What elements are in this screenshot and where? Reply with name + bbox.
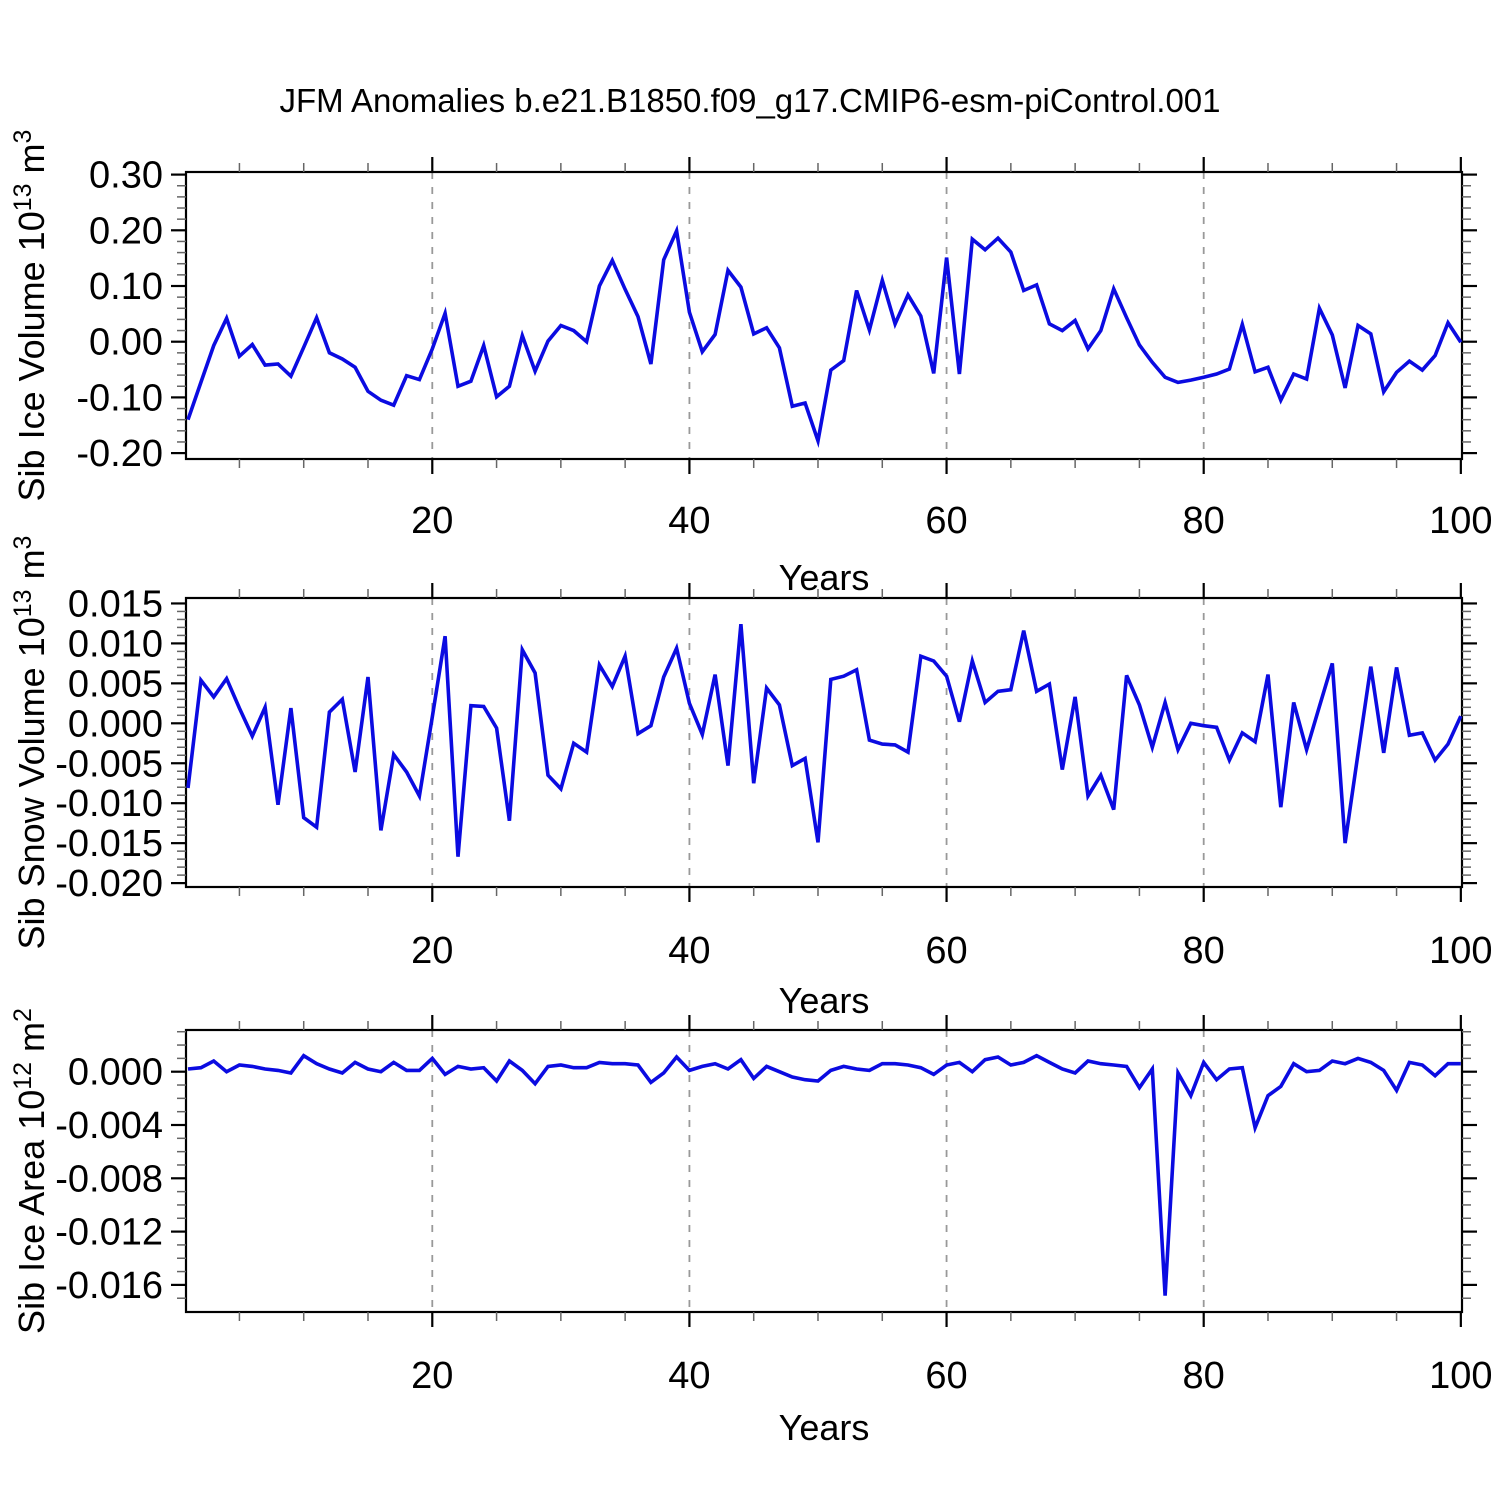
panel-1-xtick-label: 80 [1183, 500, 1225, 542]
panel-3-frame [184, 1028, 1464, 1314]
panel-1-ytick-label: 0.10 [89, 266, 163, 308]
panel-2-ytick-label: 0.000 [68, 703, 163, 745]
panel-3: 0.000 -0.004 -0.008 -0.012 -0.016 20 40 60 80 100… [9, 1008, 1493, 1448]
panel-2-ytick-label: -0.010 [55, 783, 163, 825]
panel-3-xtick-label: 20 [411, 1355, 453, 1397]
panel-1: 0.30 0.20 0.10 0.00 -0.10 -0.20 20 40 60 80 100 Yea… [9, 130, 1493, 598]
panel-2-ytick-label: -0.005 [55, 743, 163, 785]
panel-2-ytick-label: 0.010 [68, 623, 163, 665]
panel-1-frame [184, 170, 1464, 461]
panel-2-xtick-label: 100 [1429, 930, 1492, 972]
panel-3-xtick-label: 100 [1429, 1355, 1492, 1397]
panel-2-ticks [171, 583, 1477, 902]
panel-1-ytick-label: -0.20 [76, 433, 163, 475]
panel-2-ytick-label: -0.020 [55, 863, 163, 905]
panel-3-xtick-label: 60 [925, 1355, 967, 1397]
panel-3-ytick-label: -0.008 [55, 1158, 163, 1200]
panel-2-xtick-label: 40 [668, 930, 710, 972]
panel-1-xtick-label: 20 [411, 500, 453, 542]
panel-2-ytick-label: -0.015 [55, 823, 163, 865]
panel-2-yaxis-title: Sib Snow Volume 1013 m3 [9, 536, 52, 950]
panel-1-xaxis-title: Years [779, 557, 870, 598]
panel-1-yaxis-title: Sib Ice Volume 1013 m3 [9, 130, 52, 502]
panel-3-ytick-label: -0.016 [55, 1265, 163, 1307]
panel-1-xtick-label: 60 [925, 500, 967, 542]
panel-1-xtick-label: 100 [1429, 500, 1492, 542]
panel-1-ytick-label: 0.00 [89, 322, 163, 364]
panel-3-ticks [171, 1015, 1477, 1327]
panel-2-ytick-label: 0.015 [68, 583, 163, 625]
panel-2-xaxis-title: Years [779, 980, 870, 1021]
panel-1-ytick-label: -0.10 [76, 377, 163, 419]
panel-2-ytick-label: 0.005 [68, 663, 163, 705]
panel-2-xtick-label: 80 [1183, 930, 1225, 972]
panel-3-xtick-label: 80 [1183, 1355, 1225, 1397]
panel-2-series-line [186, 624, 1463, 857]
panel-3-xaxis-title: Years [779, 1407, 870, 1448]
panel-2-frame [184, 596, 1464, 889]
panel-3-ytick-label: -0.004 [55, 1105, 163, 1147]
panel-1-ytick-label: 0.20 [89, 210, 163, 252]
panel-3-yaxis-title: Sib Ice Area 1012 m2 [9, 1008, 52, 1334]
panel-2-xtick-label: 60 [925, 930, 967, 972]
panel-1-xtick-label: 40 [668, 500, 710, 542]
chart-title: JFM Anomalies b.e21.B1850.f09_g17.CMIP6-… [279, 82, 1221, 119]
panel-2: 0.0150.0100.0050.000-0.005-0.010-0.015-0… [9, 536, 1493, 1021]
panel-3-ytick-label: -0.012 [55, 1212, 163, 1254]
panel-3-ytick-label: 0.000 [68, 1052, 163, 1094]
panel-1-series-line [186, 224, 1463, 448]
panel-1-ticks [171, 157, 1477, 474]
panel-1-ytick-label: 0.30 [89, 155, 163, 197]
panel-3-series-line [187, 1053, 1461, 1296]
panel-3-xtick-label: 40 [668, 1355, 710, 1397]
panel-2-xtick-label: 20 [411, 930, 453, 972]
